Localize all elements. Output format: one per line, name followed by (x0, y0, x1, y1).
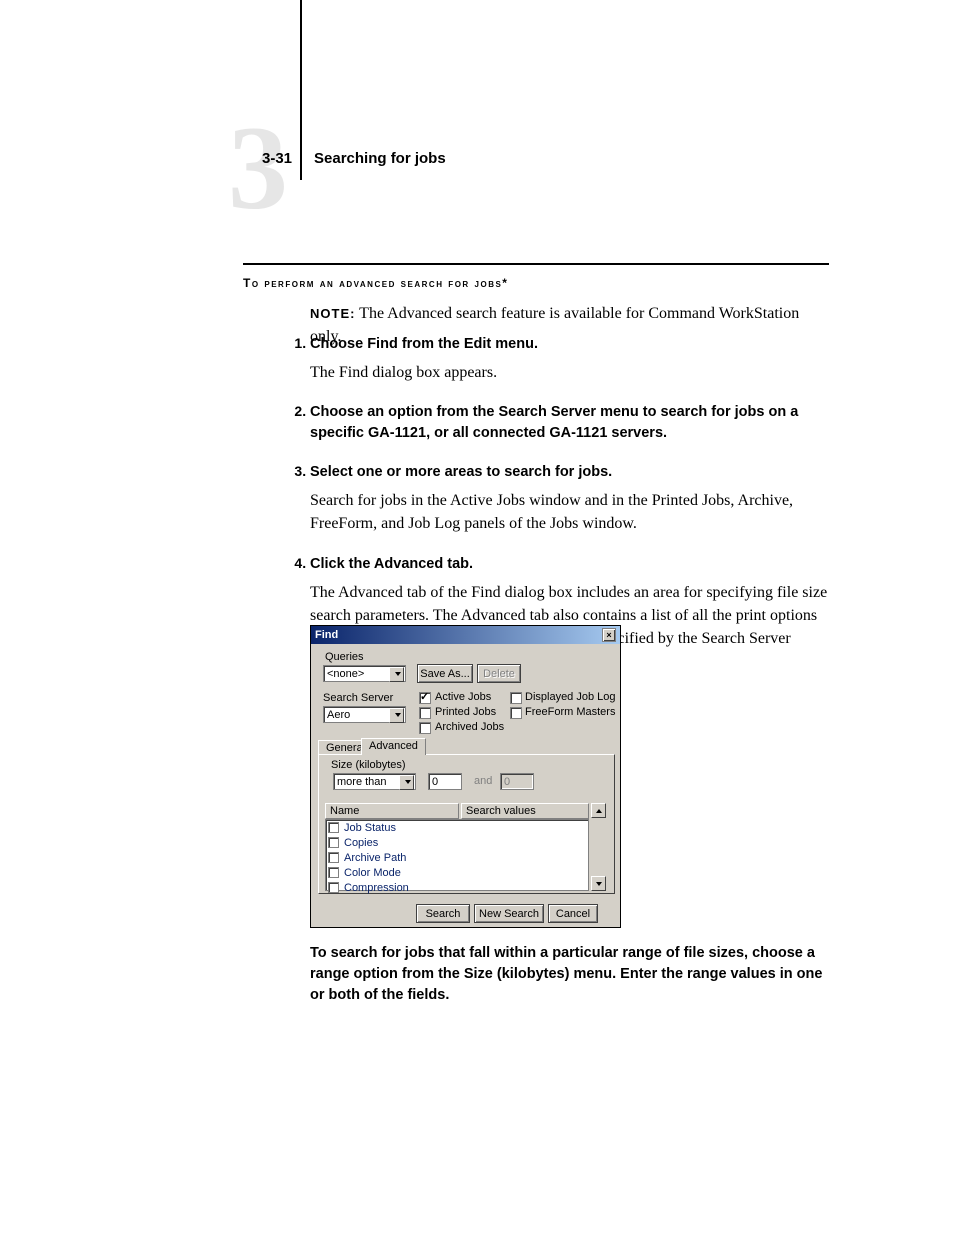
section-heading: To perform an advanced search for jobs* (243, 276, 508, 290)
row-label: Compression (344, 882, 409, 894)
header-divider (300, 0, 302, 180)
list-row[interactable]: Color Mode (326, 865, 588, 880)
scroll-up-button[interactable] (591, 803, 606, 818)
freeform-masters-checkbox[interactable] (510, 707, 522, 719)
header-title: Searching for jobs (314, 150, 446, 167)
size-label: Size (kilobytes) (331, 759, 406, 771)
search-server-value: Aero (327, 709, 350, 721)
active-jobs-checkbox[interactable] (419, 692, 431, 704)
scroll-down-button[interactable] (591, 876, 606, 891)
archived-jobs-label: Archived Jobs (435, 721, 504, 733)
list-row[interactable]: Copies (326, 835, 588, 850)
size-value-1-input[interactable]: 0 (428, 773, 462, 790)
cancel-button[interactable]: Cancel (548, 904, 598, 923)
freeform-masters-label: FreeForm Masters (525, 706, 615, 718)
note-label: NOTE: (310, 306, 355, 321)
displayed-job-log-checkbox[interactable] (510, 692, 522, 704)
search-server-dropdown[interactable]: Aero (323, 706, 406, 723)
save-as-label: Save As... (420, 668, 470, 680)
delete-button[interactable]: Delete (477, 664, 521, 683)
step-3-head: Select one or more areas to search for j… (310, 462, 830, 483)
displayed-job-log-label: Displayed Job Log (525, 691, 616, 703)
archived-jobs-checkbox[interactable] (419, 722, 431, 734)
size-op-dropdown[interactable]: more than (333, 773, 416, 790)
delete-label: Delete (483, 668, 515, 680)
size-op-value: more than (337, 776, 387, 788)
row-checkbox[interactable] (328, 837, 339, 848)
chevron-up-icon (596, 809, 602, 813)
printed-jobs-checkbox[interactable] (419, 707, 431, 719)
row-label: Color Mode (344, 867, 401, 879)
step-2-head: Choose an option from the Search Server … (310, 402, 830, 444)
queries-value: <none> (327, 668, 364, 680)
row-checkbox[interactable] (328, 822, 339, 833)
row-label: Copies (344, 837, 378, 849)
step-1-head: Choose Find from the Edit menu. (310, 334, 830, 355)
row-label: Job Status (344, 822, 396, 834)
row-checkbox[interactable] (328, 867, 339, 878)
queries-dropdown[interactable]: <none> (323, 665, 406, 682)
dialog-titlebar[interactable]: Find × (311, 626, 620, 644)
queries-label: Queries (325, 651, 364, 663)
search-button-label: Search (426, 908, 461, 920)
search-server-label: Search Server (323, 692, 393, 704)
printed-jobs-label: Printed Jobs (435, 706, 496, 718)
row-checkbox[interactable] (328, 882, 339, 893)
size-value-1: 0 (432, 776, 438, 788)
new-search-button[interactable]: New Search (474, 904, 544, 923)
section-rule (243, 263, 829, 265)
chevron-down-icon (596, 882, 602, 886)
list-row[interactable]: Archive Path (326, 850, 588, 865)
step-3-body: Search for jobs in the Active Jobs windo… (310, 489, 830, 535)
post-dialog-instruction: To search for jobs that fall within a pa… (310, 943, 830, 1006)
chapter-number-watermark: 3 (228, 108, 288, 228)
size-value-2: 0 (504, 776, 510, 788)
step-1: Choose Find from the Edit menu. The Find… (310, 334, 830, 384)
active-jobs-label: Active Jobs (435, 691, 491, 703)
size-and-label: and (474, 775, 492, 787)
step-4-head: Click the Advanced tab. (310, 554, 830, 575)
row-label: Archive Path (344, 852, 406, 864)
new-search-button-label: New Search (479, 908, 539, 920)
dialog-title: Find (315, 629, 338, 641)
col-name-header[interactable]: Name (325, 803, 459, 819)
find-dialog: Find × Queries <none> Save As... Delete … (310, 625, 621, 928)
options-listbox[interactable]: Job Status Copies Archive Path Color Mod… (325, 819, 589, 891)
tab-advanced[interactable]: Advanced (361, 738, 426, 755)
save-as-button[interactable]: Save As... (417, 664, 473, 683)
size-value-2-input[interactable]: 0 (500, 773, 534, 790)
col-values-header[interactable]: Search values (461, 803, 589, 819)
cancel-button-label: Cancel (556, 908, 590, 920)
row-checkbox[interactable] (328, 852, 339, 863)
list-row[interactable]: Compression (326, 880, 588, 895)
step-1-body: The Find dialog box appears. (310, 361, 830, 384)
advanced-tab-panel: Size (kilobytes) more than 0 and 0 Name … (318, 754, 615, 894)
search-button[interactable]: Search (416, 904, 470, 923)
page-reference: 3-31 (262, 150, 292, 167)
step-2: Choose an option from the Search Server … (310, 402, 830, 444)
step-3: Select one or more areas to search for j… (310, 462, 830, 535)
close-button[interactable]: × (602, 628, 616, 642)
list-row[interactable]: Job Status (326, 820, 588, 835)
